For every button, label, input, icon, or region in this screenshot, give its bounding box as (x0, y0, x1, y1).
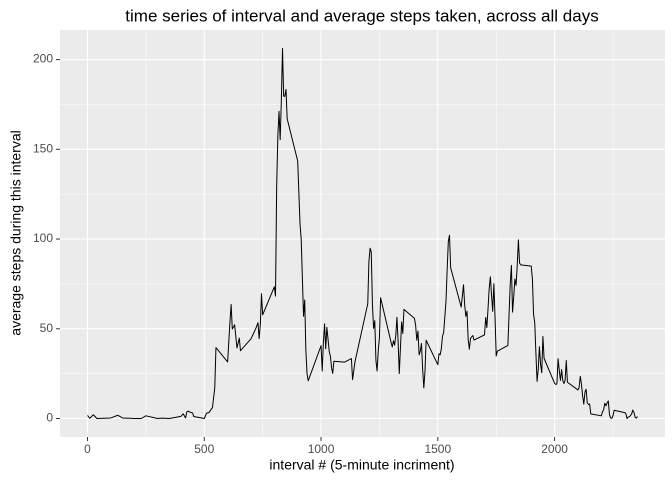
y-tick-label: 0 (46, 411, 53, 425)
grid (60, 30, 665, 437)
x-axis-title: interval # (5-minute incriment) (269, 457, 454, 473)
y-tick-label: 150 (33, 141, 53, 155)
y-tick-label: 50 (40, 321, 54, 335)
x-tick-label: 500 (194, 442, 214, 456)
x-tick-label: 1500 (424, 442, 451, 456)
x-tick-label: 1000 (308, 442, 335, 456)
panel (60, 30, 665, 437)
x-tick-label: 0 (84, 442, 91, 456)
chart-title: time series of interval and average step… (125, 6, 598, 25)
y-tick-label: 100 (33, 231, 53, 245)
data-line (87, 47, 638, 419)
x-tick-label: 2000 (541, 442, 568, 456)
y-axis-title: average steps during this interval (8, 130, 24, 335)
y-tick-label: 200 (33, 52, 53, 66)
